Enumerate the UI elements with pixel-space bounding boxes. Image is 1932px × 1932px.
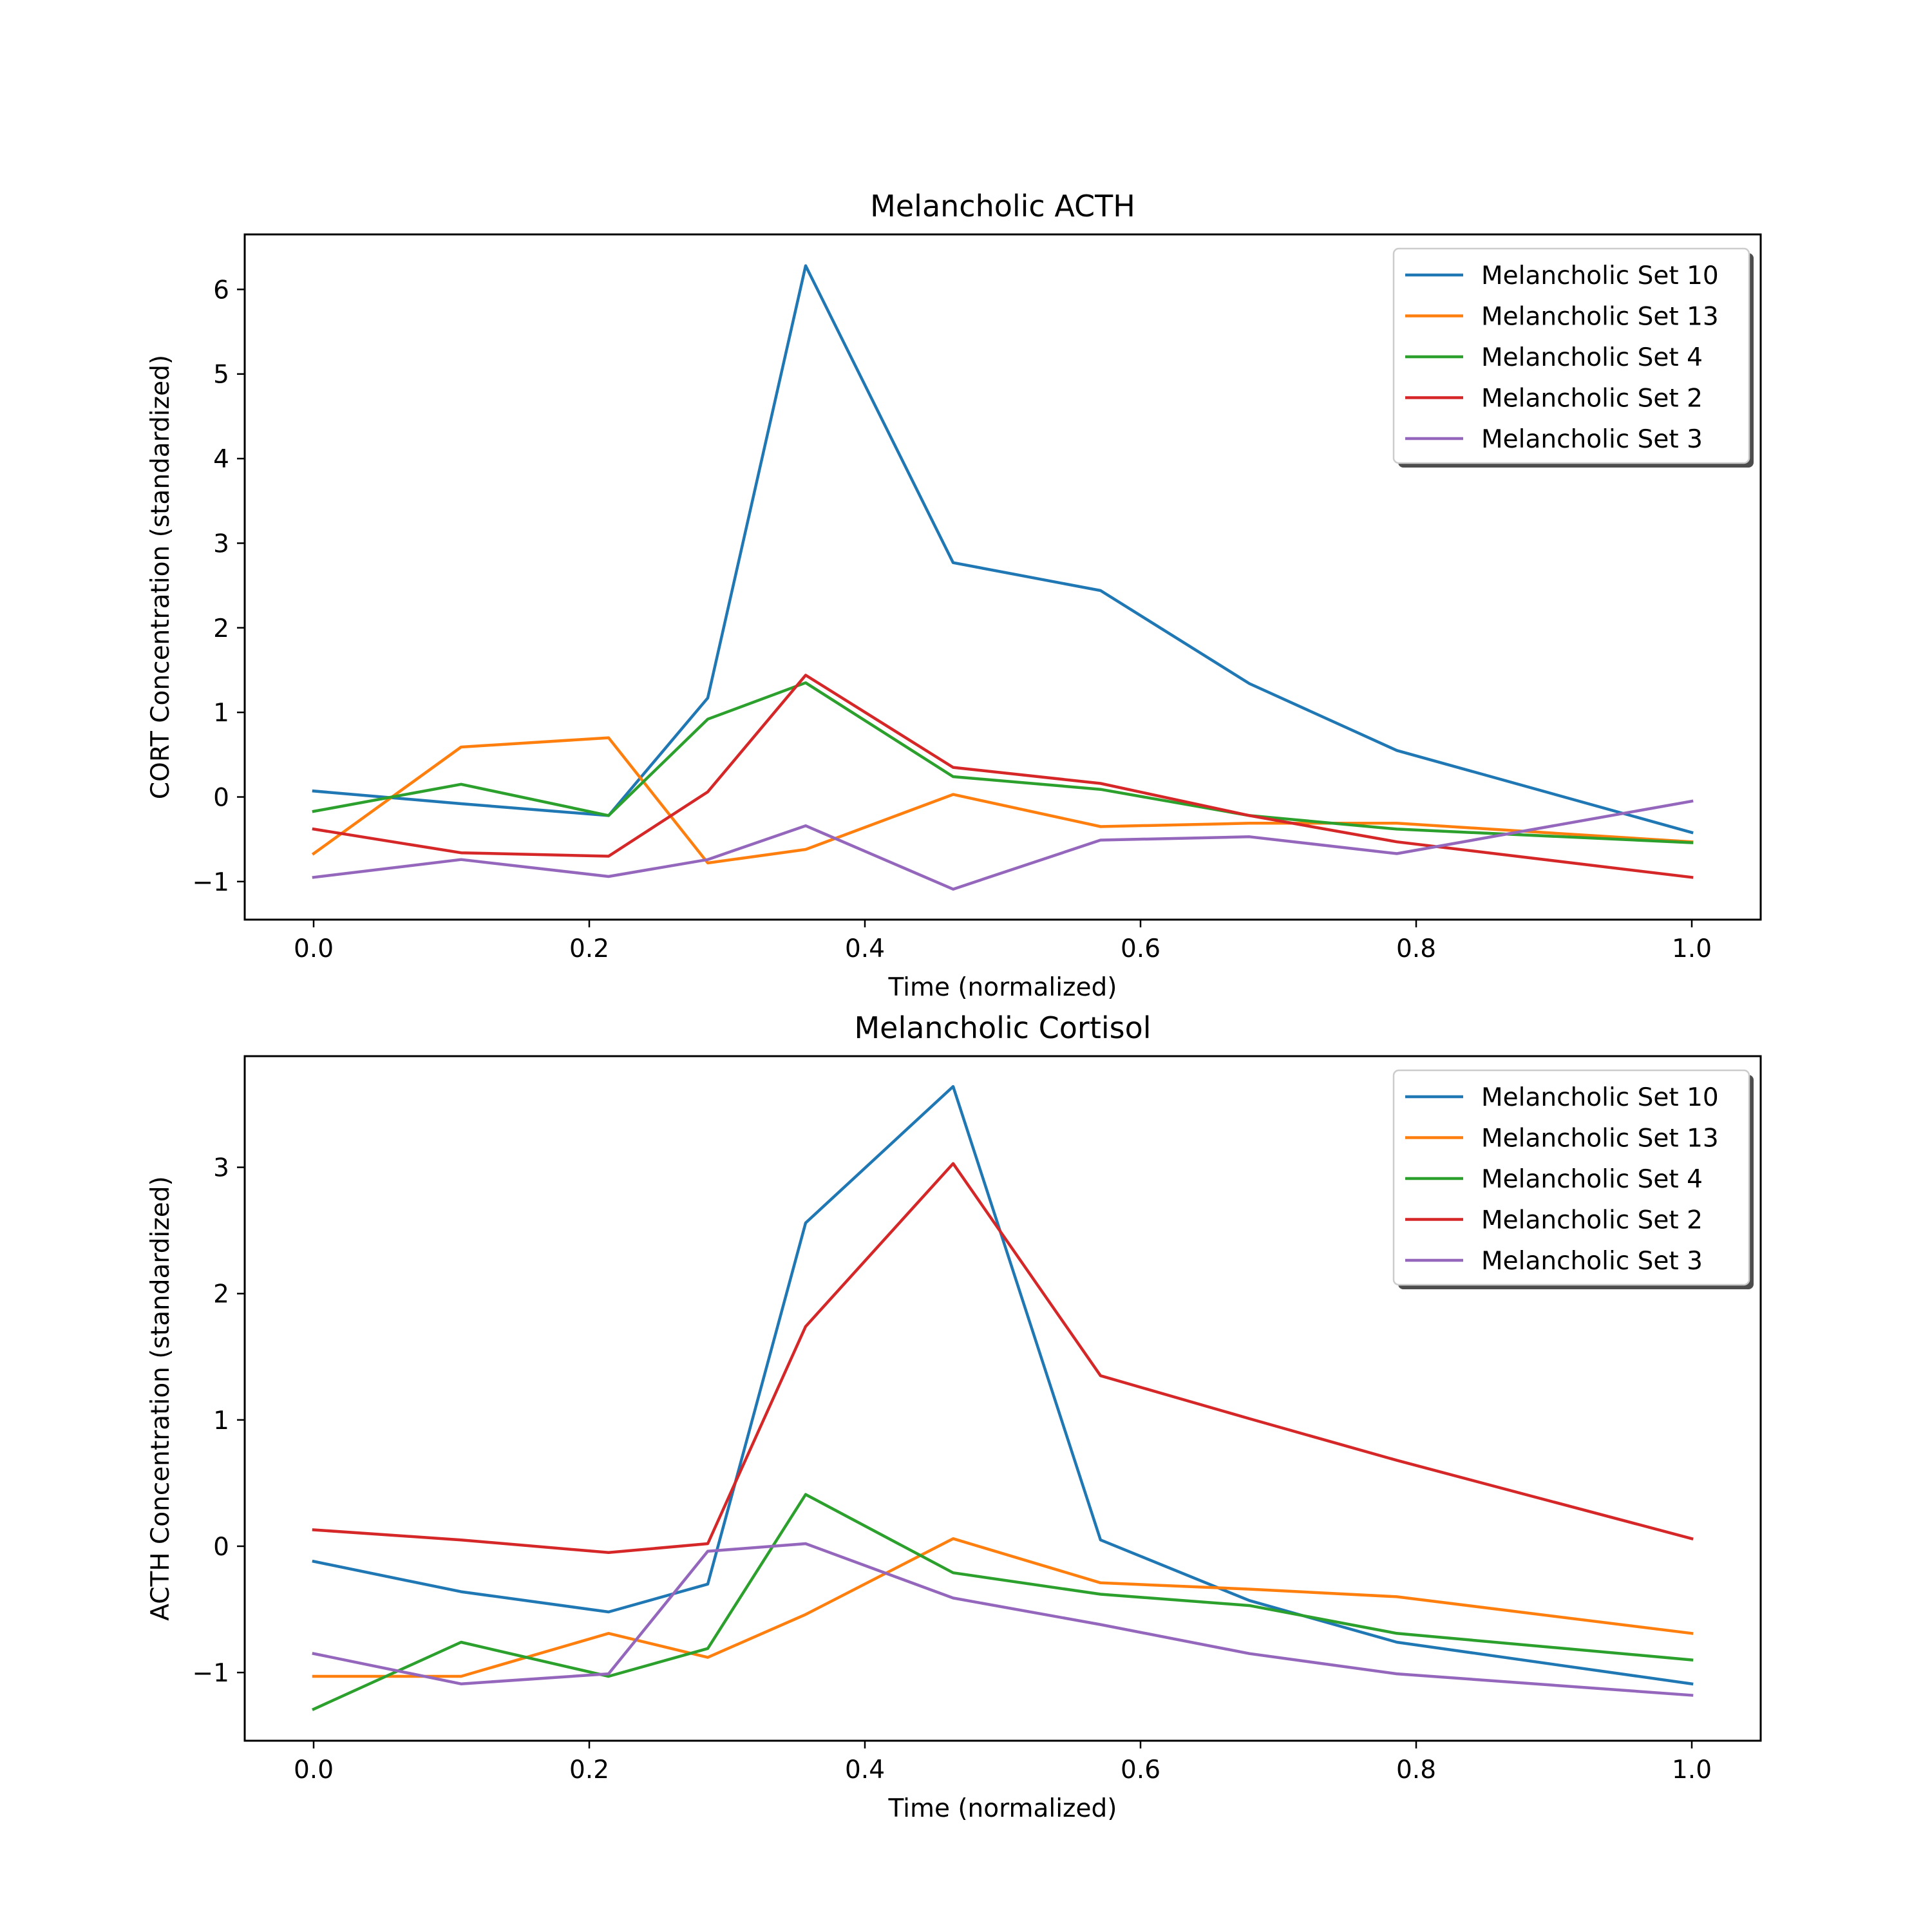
legend: Melancholic Set 10 Melancholic Set 13 Mela… <box>1392 1069 1754 1289</box>
series-line-2 <box>311 736 1694 865</box>
x-tick-label: 1.0 <box>1672 934 1712 963</box>
series-line-3 <box>312 1493 1694 1711</box>
x-tick-label: 0.0 <box>294 1756 334 1785</box>
y-tick-label: −1 <box>193 868 230 897</box>
x-tick-label: 1.0 <box>1672 1756 1712 1785</box>
legend-label-3: Melancholic Set 4 <box>1481 343 1703 372</box>
series-line-5 <box>312 799 1694 891</box>
series-line-1 <box>312 1084 1694 1686</box>
series-line-5 <box>312 1542 1694 1697</box>
x-tick-label: 0.6 <box>1121 1756 1160 1785</box>
chart-1: Melancholic ACTH 0.0 0.2 0.4 0.6 0.8 1.0 −1 0 1 2 3… <box>146 189 1762 1002</box>
y-tick-label: 2 <box>213 1280 229 1309</box>
legend-box <box>1392 247 1750 464</box>
series-line-3 <box>312 681 1694 844</box>
series-line-4 <box>312 674 1694 879</box>
y-tick-label: 2 <box>213 614 229 643</box>
x-tick-label: 0.2 <box>569 934 609 963</box>
x-tick-label: 0.8 <box>1396 1756 1436 1785</box>
legend-label-5: Melancholic Set 3 <box>1481 1247 1703 1276</box>
legend-label-2: Melancholic Set 13 <box>1481 303 1719 332</box>
x-axis-label: Time (normalized) <box>888 1794 1117 1823</box>
axes-frame <box>243 1055 1762 1742</box>
y-tick-label: 5 <box>213 361 229 390</box>
legend: Melancholic Set 10 Melancholic Set 13 Mela… <box>1392 247 1754 468</box>
y-tick-label: 4 <box>213 445 229 474</box>
x-tick-label: 0.4 <box>845 1756 885 1785</box>
chart-title: Melancholic ACTH <box>870 189 1135 223</box>
y-axis-label: ACTH Concentration (standardized) <box>146 1176 175 1621</box>
x-tick-label: 0.4 <box>845 934 885 963</box>
y-tick-label: 0 <box>213 784 229 813</box>
y-tick-label: 6 <box>213 276 229 305</box>
legend-label-1: Melancholic Set 10 <box>1481 261 1719 290</box>
series-line-1 <box>312 264 1694 835</box>
y-tick-label: 0 <box>213 1533 229 1562</box>
y-tick-label: 3 <box>213 1154 229 1183</box>
x-axis-label: Time (normalized) <box>888 973 1117 1002</box>
x-tick-label: 0.6 <box>1121 934 1160 963</box>
legend-label-5: Melancholic Set 3 <box>1481 425 1703 454</box>
series-line-4 <box>312 1162 1694 1555</box>
legend-label-2: Melancholic Set 13 <box>1481 1124 1719 1153</box>
y-axis-label: CORT Concentration (standardized) <box>146 355 175 799</box>
chart-2: Melancholic Cortisol 0.0 0.2 0.4 0.6 0.8 1.0 −1… <box>146 1010 1762 1823</box>
series-group <box>312 1084 1694 1711</box>
x-tick-label: 0.0 <box>294 934 334 963</box>
y-tick-label: 1 <box>213 699 229 728</box>
legend-label-4: Melancholic Set 2 <box>1481 1206 1703 1235</box>
legend-label-3: Melancholic Set 4 <box>1481 1165 1703 1194</box>
y-tick-label: −1 <box>193 1659 230 1688</box>
x-tick-label: 0.8 <box>1396 934 1436 963</box>
legend-label-1: Melancholic Set 10 <box>1481 1083 1719 1112</box>
series-group <box>311 264 1694 891</box>
legend-box <box>1392 1069 1750 1286</box>
legend-label-4: Melancholic Set 2 <box>1481 384 1703 413</box>
chart-title: Melancholic Cortisol <box>854 1010 1151 1045</box>
y-tick-label: 1 <box>213 1406 229 1435</box>
y-tick-label: 3 <box>213 529 229 558</box>
x-tick-label: 0.2 <box>569 1756 609 1785</box>
series-line-2 <box>312 1537 1694 1678</box>
axes-frame <box>243 233 1762 921</box>
